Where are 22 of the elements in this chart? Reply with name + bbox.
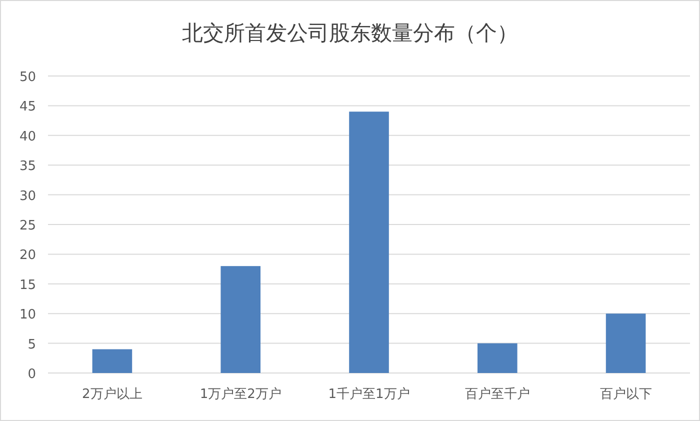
x-tick-label: 1千户至1万户 bbox=[328, 387, 410, 402]
y-tick-label: 25 bbox=[19, 218, 36, 234]
y-tick-label: 50 bbox=[19, 70, 36, 85]
y-tick-label: 0 bbox=[28, 367, 36, 382]
bar bbox=[349, 112, 389, 373]
bar bbox=[478, 343, 518, 373]
x-tick-label: 1万户至2万户 bbox=[200, 387, 282, 402]
x-tick-label: 2万户以上 bbox=[82, 387, 142, 402]
bar bbox=[92, 349, 132, 373]
y-tick-label: 35 bbox=[19, 159, 36, 174]
bar bbox=[606, 314, 646, 373]
y-tick-label: 20 bbox=[19, 248, 36, 264]
x-tick-label: 百户至千户 bbox=[464, 387, 530, 402]
y-tick-label: 10 bbox=[19, 308, 36, 323]
x-tick-label: 百户以下 bbox=[600, 387, 652, 402]
y-tick-label: 15 bbox=[19, 278, 36, 293]
y-tick-label: 40 bbox=[19, 129, 36, 144]
y-tick-label: 45 bbox=[19, 100, 36, 115]
chart-title: 北交所首发公司股东数量分布（个） bbox=[182, 21, 518, 45]
y-tick-label: 30 bbox=[19, 188, 36, 204]
y-tick-label: 5 bbox=[28, 337, 36, 352]
bar bbox=[220, 266, 260, 373]
